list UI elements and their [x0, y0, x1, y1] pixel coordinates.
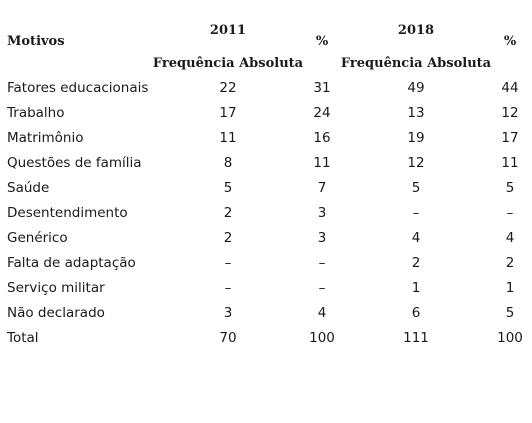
row-label: Genérico	[7, 230, 68, 246]
percent-2018: 2	[505, 255, 515, 271]
percent-2018: 11	[501, 155, 519, 171]
percent-2011: –	[318, 280, 326, 296]
value-2018: 1	[411, 280, 421, 296]
header-percent-2018: %	[503, 34, 517, 49]
value-2018: 111	[403, 330, 429, 346]
percent-2011: –	[318, 255, 326, 271]
table-row: Desentendimento 2 3 – –	[0, 205, 532, 230]
row-label: Matrimônio	[7, 130, 84, 146]
header-motivos: Motivos	[7, 34, 65, 49]
percent-2011: 4	[317, 305, 327, 321]
table-row: Não declarado 3 4 6 5	[0, 305, 532, 330]
percent-2018: 5	[505, 305, 515, 321]
table-row: Total 70 100 111 100	[0, 330, 532, 355]
value-2018: 6	[411, 305, 421, 321]
value-2011: 8	[223, 155, 233, 171]
value-2011: –	[224, 255, 232, 271]
header-frequencia-2018: Frequência Absoluta	[340, 56, 492, 71]
percent-2018: –	[506, 205, 514, 221]
percent-2011: 3	[317, 230, 327, 246]
percent-2018: 4	[505, 230, 515, 246]
row-label: Questões de família	[7, 155, 142, 171]
percent-2011: 11	[313, 155, 331, 171]
row-label: Total	[7, 330, 39, 346]
percent-2011: 24	[313, 105, 331, 121]
table-row: Questões de família 8 11 12 11	[0, 155, 532, 180]
table-row: Genérico 2 3 4 4	[0, 230, 532, 255]
value-2018: 12	[407, 155, 425, 171]
row-label: Falta de adaptação	[7, 255, 136, 271]
table-row: Trabalho 17 24 13 12	[0, 105, 532, 130]
value-2011: 2	[223, 205, 233, 221]
value-2018: 19	[407, 130, 425, 146]
percent-2018: 1	[505, 280, 515, 296]
row-label: Trabalho	[7, 105, 65, 121]
percent-2011: 31	[313, 80, 331, 96]
value-2018: –	[412, 205, 420, 221]
header-frequencia-2011: Frequência Absoluta	[152, 56, 304, 71]
value-2011: 2	[223, 230, 233, 246]
row-label: Não declarado	[7, 305, 105, 321]
header-percent-2011: %	[315, 34, 329, 49]
row-label: Fatores educacionais	[7, 80, 149, 96]
table-row: Serviço militar – – 1 1	[0, 280, 532, 305]
value-2018: 13	[407, 105, 425, 121]
percent-2018: 12	[501, 105, 519, 121]
percent-2018: 100	[497, 330, 523, 346]
percent-2018: 17	[501, 130, 519, 146]
percent-2018: 44	[501, 80, 519, 96]
value-2011: 22	[219, 80, 237, 96]
header-year-2011: 2011	[209, 23, 247, 38]
row-label: Serviço militar	[7, 280, 105, 296]
value-2011: 11	[219, 130, 237, 146]
table-row: Matrimônio 11 16 19 17	[0, 130, 532, 155]
value-2011: 70	[219, 330, 237, 346]
percent-2011: 16	[313, 130, 331, 146]
value-2018: 2	[411, 255, 421, 271]
percent-2011: 7	[317, 180, 327, 196]
header-year-2018: 2018	[397, 23, 435, 38]
percent-2011: 100	[309, 330, 335, 346]
row-label: Saúde	[7, 180, 50, 196]
value-2011: 17	[219, 105, 237, 121]
value-2011: 3	[223, 305, 233, 321]
table-row: Saúde 5 7 5 5	[0, 180, 532, 205]
table-row: Falta de adaptação – – 2 2	[0, 255, 532, 280]
value-2011: 5	[223, 180, 233, 196]
value-2018: 4	[411, 230, 421, 246]
percent-2018: 5	[505, 180, 515, 196]
row-label: Desentendimento	[7, 205, 128, 221]
value-2011: –	[224, 280, 232, 296]
value-2018: 5	[411, 180, 421, 196]
table-row: Fatores educacionais 22 31 49 44	[0, 80, 532, 105]
percent-2011: 3	[317, 205, 327, 221]
value-2018: 49	[407, 80, 425, 96]
